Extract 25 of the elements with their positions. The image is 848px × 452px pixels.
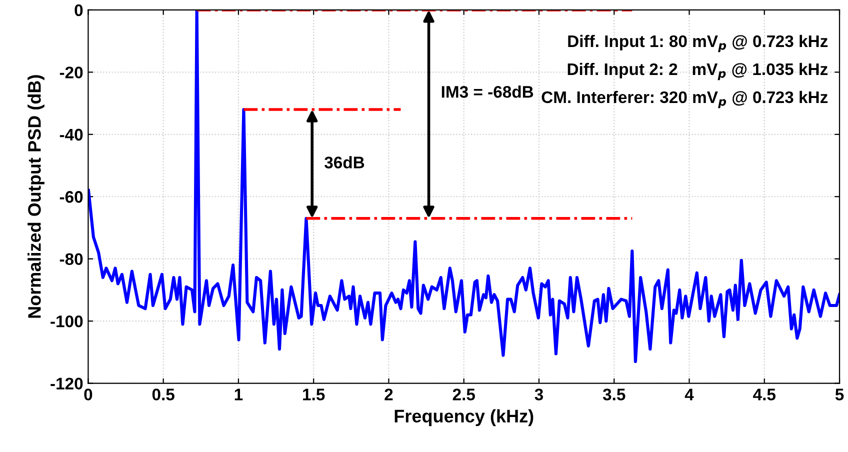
y-tick-label: -80 [60, 253, 83, 266]
annotation: IM3 = -68dB [442, 86, 534, 98]
annotation: CM. Interferer: 320 mV$_{p}$ @ 0.723 kHz [542, 90, 828, 108]
x-tick-label: 0 [84, 388, 92, 400]
x-axis-title: Frequency (kHz) [394, 409, 534, 426]
x-tick-label: 4.5 [753, 388, 776, 400]
x-tick-label: 3.5 [602, 388, 626, 400]
x-tick-label: 0.5 [152, 388, 174, 400]
y-tick-label: -120 [50, 378, 83, 390]
x-tick-label: 4 [684, 388, 694, 400]
annotation: 36dB [324, 156, 364, 168]
y-tick-label: -100 [50, 315, 83, 328]
x-tick-label: 2.5 [452, 388, 475, 400]
y-tick-label: -40 [60, 128, 83, 141]
y-tick-label: -60 [60, 191, 83, 203]
x-tick-label: 1.5 [303, 388, 325, 400]
x-tick-label: 1 [234, 388, 243, 400]
x-tick-label: 3 [534, 388, 544, 400]
annotation: Diff. Input 1: 80 mV$_{p}$ @ 0.723 kHz [568, 34, 828, 52]
y-tick-label: -20 [60, 66, 83, 78]
y-axis-title: Normalized Output PSD (dB) [28, 75, 44, 318]
x-tick-label: 2 [384, 388, 393, 400]
annotation: Diff. Input 2: 2 mV$_{p}$ @ 1.035 kHz [568, 62, 828, 80]
x-tick-label: 5 [835, 388, 844, 400]
y-tick-label: 0 [74, 4, 83, 16]
